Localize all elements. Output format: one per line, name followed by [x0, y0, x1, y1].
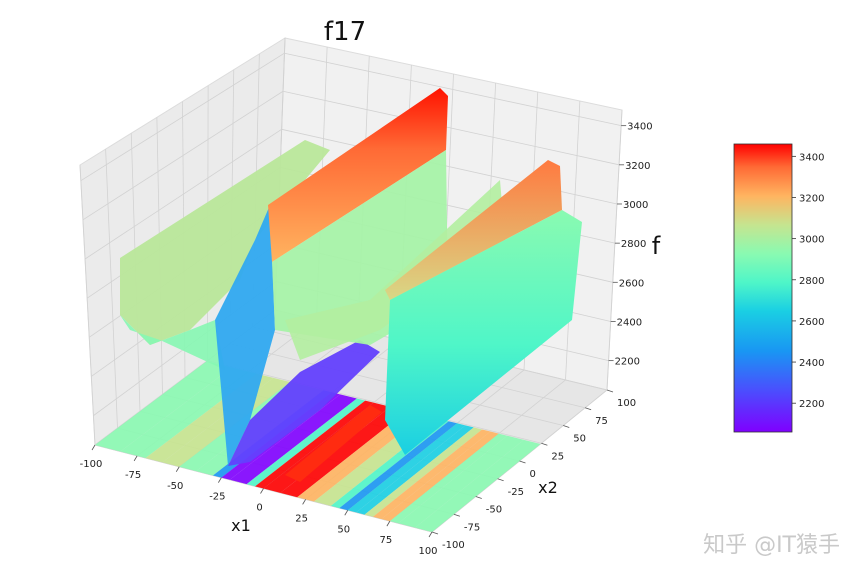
z-tick-label: 3000: [623, 200, 648, 211]
colorbar-tick-label: 2800: [799, 276, 824, 287]
z-tick-label: 3400: [627, 122, 652, 133]
grid-line: [80, 52, 285, 182]
x-tick-label: 50: [337, 524, 350, 535]
x-tick-label: 25: [295, 513, 308, 524]
z-tick-label: 2200: [615, 357, 640, 368]
y-tick-mark: [431, 531, 439, 535]
x-tick-label: -50: [167, 481, 183, 492]
x-axis-ticks: -100 -75 -50 -25 0 25 50 75 100: [80, 444, 438, 557]
x-tick-label: 0: [256, 503, 262, 514]
grid-line: [282, 90, 620, 166]
z-axis-ticks: 2200 2400 2600 2800 3000 3200 3400: [608, 122, 653, 368]
y-tick-mark: [453, 513, 461, 517]
contour-band: [373, 429, 491, 519]
x-tick-mark: [91, 444, 96, 451]
y-tick-label: 0: [530, 469, 536, 480]
z-tick-label: 3200: [625, 161, 650, 172]
z-tick-label: 2600: [619, 278, 644, 289]
contour-band: [229, 394, 357, 485]
contour-band: [255, 400, 374, 489]
x-tick-mark: [260, 488, 264, 494]
contour-band: [381, 431, 499, 522]
grid-line: [79, 164, 96, 446]
grid-line: [82, 90, 284, 221]
y-tick-label: 75: [595, 416, 608, 427]
y-tick-mark: [563, 425, 570, 428]
y-tick-label: -25: [508, 487, 524, 498]
y-axis-ticks: -100 -75 -50 -25 0 25 50 75 100: [431, 389, 636, 551]
grid-line: [105, 149, 118, 429]
contour-band: [95, 361, 232, 452]
y-tick-label: -100: [442, 540, 465, 551]
x-tick-mark: [386, 520, 391, 527]
x-tick-label: 75: [380, 535, 393, 546]
x-tick-mark: [428, 531, 433, 538]
x-tick-mark: [175, 466, 180, 472]
y-axis-label: x2: [538, 478, 558, 497]
contour-band: [398, 435, 524, 528]
colorbar-tick-label: 2200: [799, 399, 824, 410]
x-tick-label: -100: [80, 459, 103, 470]
surface-left-plateau-front: [120, 315, 225, 370]
x-tick-mark: [218, 477, 222, 483]
y-tick-mark: [606, 389, 614, 393]
colorbar-tick-label: 3200: [799, 193, 824, 204]
grid-line: [84, 128, 282, 260]
z-axis-label: f: [652, 232, 661, 260]
y-tick-label: -50: [486, 505, 502, 516]
grid-line: [284, 52, 622, 127]
x-tick-mark: [344, 510, 349, 516]
colorbar-gradient: [733, 143, 793, 433]
y-tick-mark: [497, 478, 504, 482]
x-tick-mark: [133, 455, 138, 462]
y-tick-mark: [519, 460, 526, 464]
contour-band: [364, 427, 483, 517]
surface-red-ridge-top: [268, 88, 448, 262]
contour-band: [347, 423, 466, 513]
z-tick-label: 2800: [621, 239, 646, 250]
surface-valley-floor: [228, 340, 380, 466]
x-tick-mark: [302, 499, 306, 505]
colorbar-tick-label: 3000: [799, 235, 824, 246]
surface-valley-red-band: [285, 405, 382, 482]
colorbar-tick-label: 2600: [799, 317, 824, 328]
y-tick-mark: [541, 442, 548, 446]
colorbar-ticks: 2200 2400 2600 2800 3000 3200 3400: [792, 152, 824, 410]
colorbar-tick-label: 2400: [799, 358, 824, 369]
chart-title: f17: [324, 17, 366, 47]
contour-band: [246, 398, 366, 487]
x-tick-label: -75: [125, 470, 141, 481]
grid-line: [606, 109, 623, 391]
surface: [120, 88, 582, 482]
surface-middle-plateau: [285, 180, 505, 360]
x-axis-label: x1: [231, 516, 251, 535]
z-tick-label: 2400: [617, 317, 642, 328]
y-tick-label: 100: [617, 398, 636, 409]
contour-band: [339, 421, 458, 511]
y-tick-mark: [584, 407, 592, 411]
y-tick-mark: [475, 496, 482, 499]
surface-left-plateau: [120, 140, 330, 345]
watermark: 知乎 @IT猿手: [703, 533, 840, 558]
contour-band: [297, 410, 424, 502]
x-tick-label: 100: [418, 546, 437, 557]
x-tick-label: -25: [209, 492, 225, 503]
contour-band: [356, 425, 474, 515]
colorbar-tick-label: 3400: [799, 152, 824, 163]
surface-orange-ridge-top: [385, 160, 562, 300]
y-tick-label: 25: [551, 451, 564, 462]
y-tick-label: -75: [464, 522, 480, 533]
grid-line: [207, 360, 542, 444]
contour-band: [280, 406, 407, 498]
y-tick-label: 50: [573, 434, 586, 445]
contour-band: [415, 439, 541, 532]
surface-valley-wall: [215, 205, 275, 466]
contour-band: [389, 433, 508, 524]
colorbar: 2200 2400 2600 2800 3000 3200 3400: [733, 143, 824, 433]
surface-right-face: [385, 210, 582, 455]
